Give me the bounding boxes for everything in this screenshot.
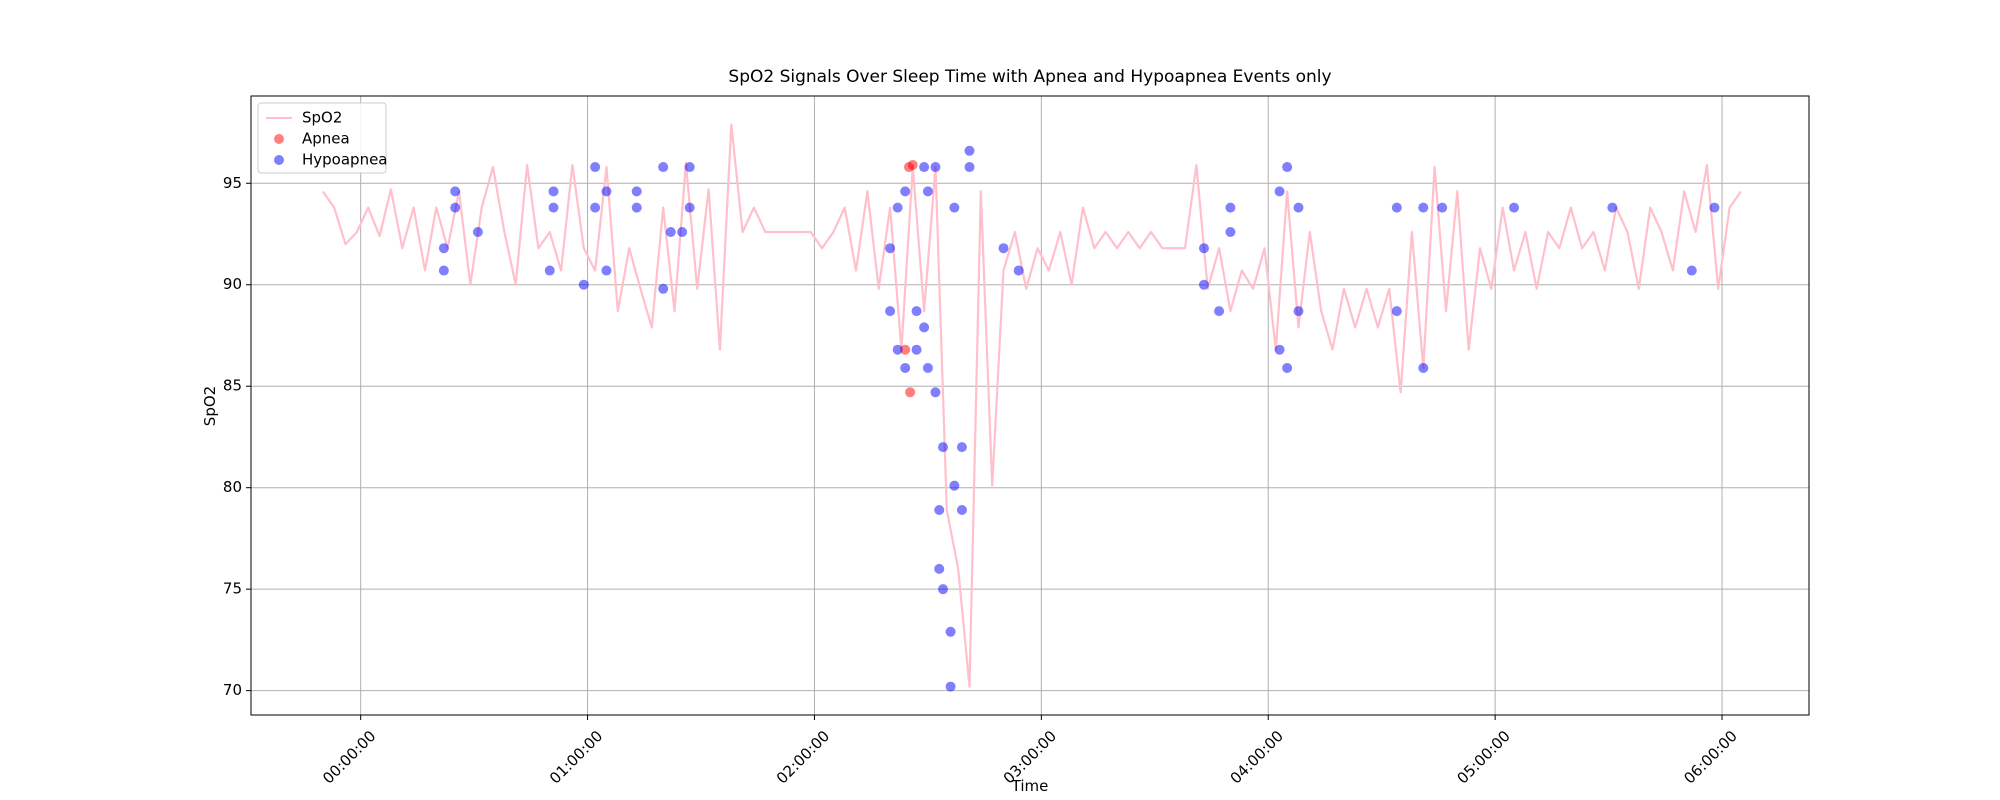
event-point (1282, 362, 1293, 373)
chart-title: SpO2 Signals Over Sleep Time with Apnea … (728, 67, 1331, 87)
event-point (930, 387, 941, 398)
event-point (1225, 226, 1236, 237)
event-point (1709, 202, 1720, 213)
event-point (548, 202, 559, 213)
event-point (919, 322, 930, 333)
event-point (1013, 265, 1024, 276)
event-point (892, 344, 903, 355)
event-point (1391, 306, 1402, 317)
y-tick-label: 70 (223, 681, 242, 699)
event-point (964, 162, 975, 173)
legend-box (257, 102, 387, 174)
event-point (930, 162, 941, 173)
event-point (945, 681, 956, 692)
y-tick-label: 80 (223, 478, 242, 496)
event-point (900, 362, 911, 373)
event-point (1293, 306, 1304, 317)
event-point (1437, 202, 1448, 213)
event-point (1418, 202, 1429, 213)
event-point (578, 279, 589, 290)
event-point (544, 265, 555, 276)
event-point (631, 186, 642, 197)
legend-swatch (274, 155, 284, 165)
event-point (911, 306, 922, 317)
event-point (1274, 344, 1285, 355)
event-point (590, 162, 601, 173)
legend-label: Apnea (302, 130, 350, 148)
event-point (900, 344, 911, 355)
event-point (964, 145, 975, 156)
event-point (1274, 186, 1285, 197)
event-point (1198, 243, 1209, 254)
event-point (956, 505, 967, 516)
event-point (590, 202, 601, 213)
event-point (885, 306, 896, 317)
event-point (922, 362, 933, 373)
event-point (892, 202, 903, 213)
event-point (1391, 202, 1402, 213)
event-point (956, 442, 967, 453)
event-point (1214, 306, 1225, 317)
event-point (450, 202, 461, 213)
plot-frame (250, 95, 1810, 716)
event-point (938, 442, 949, 453)
event-point (998, 243, 1009, 254)
y-tick-label: 85 (223, 377, 242, 395)
event-point (885, 243, 896, 254)
event-point (949, 480, 960, 491)
legend-label: SpO2 (302, 109, 342, 127)
event-point (919, 162, 930, 173)
event-point (677, 226, 688, 237)
event-point (938, 584, 949, 595)
event-point (905, 387, 916, 398)
event-point (1282, 162, 1293, 173)
event-point (684, 202, 695, 213)
event-point (934, 505, 945, 516)
event-point (548, 186, 559, 197)
event-point (945, 626, 956, 637)
y-tick-label: 75 (223, 580, 242, 598)
legend-swatch (274, 134, 284, 144)
event-point (601, 186, 612, 197)
event-point (601, 265, 612, 276)
event-point (450, 186, 461, 197)
event-point (911, 344, 922, 355)
event-point (438, 265, 449, 276)
event-point (907, 160, 918, 171)
event-point (922, 186, 933, 197)
event-point (684, 162, 695, 173)
legend-label: Hypoapnea (302, 151, 388, 169)
event-point (1418, 362, 1429, 373)
event-point (1509, 202, 1520, 213)
y-tick-label: 90 (223, 275, 242, 293)
event-point (665, 226, 676, 237)
event-point (949, 202, 960, 213)
event-point (1198, 279, 1209, 290)
event-point (631, 202, 642, 213)
event-point (438, 243, 449, 254)
spo2-line (321, 123, 1742, 688)
event-point (1607, 202, 1618, 213)
event-point (1293, 202, 1304, 213)
y-tick-label: 95 (223, 174, 242, 192)
event-point (900, 186, 911, 197)
event-point (934, 563, 945, 574)
event-point (658, 162, 669, 173)
x-axis-label: Time (1011, 777, 1049, 795)
event-point (1686, 265, 1697, 276)
event-point (658, 283, 669, 294)
y-axis-label: SpO2 (201, 386, 219, 426)
event-point (472, 226, 483, 237)
event-point (1225, 202, 1236, 213)
